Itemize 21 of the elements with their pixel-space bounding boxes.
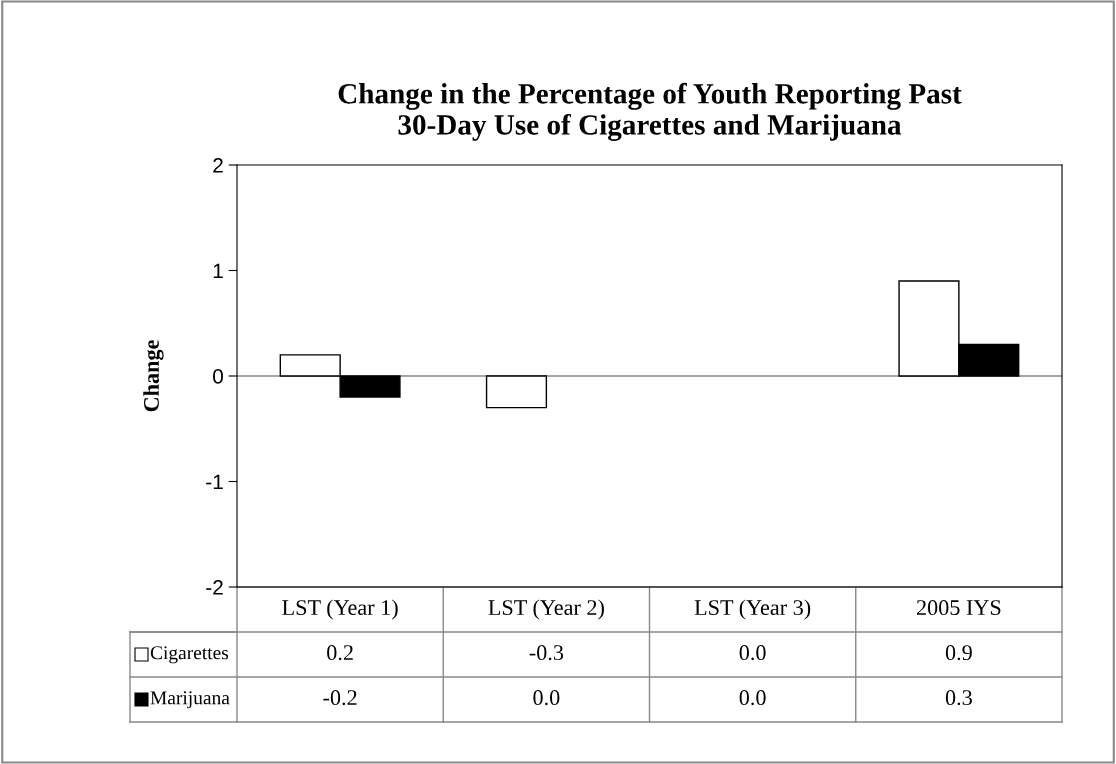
- y-axis-title: Change: [143, 340, 164, 412]
- legend-label: Cigarettes: [150, 646, 229, 664]
- data-label: 0.0: [739, 690, 766, 706]
- x-tick-label: 2005 IYS: [916, 600, 1001, 616]
- y-tick-label: -1: [206, 474, 223, 490]
- data-label: 0.2: [327, 645, 353, 661]
- x-tick-label: LST (Year 3): [694, 599, 811, 620]
- x-tick-label: LST (Year 1): [282, 599, 398, 620]
- chart-title: Change in the Percentage of Youth Reporting Past 30-Day Use of Cigarettes and Marijuana: [338, 82, 962, 141]
- data-label: 0.0: [739, 645, 766, 661]
- data-label: 0.3: [945, 690, 972, 706]
- data-label: -0.2: [323, 690, 357, 706]
- legend-label: Marijuana: [150, 691, 230, 709]
- data-label: 0.9: [945, 645, 972, 661]
- y-tick-label: 2: [213, 158, 223, 173]
- y-tick-label: 0: [213, 369, 223, 384]
- y-tick-label: -2: [206, 580, 223, 595]
- x-tick-label: LST (Year 2): [488, 599, 604, 620]
- data-label: 0.0: [533, 690, 560, 706]
- y-tick-label: 1: [213, 263, 223, 279]
- data-label: -0.3: [529, 645, 564, 661]
